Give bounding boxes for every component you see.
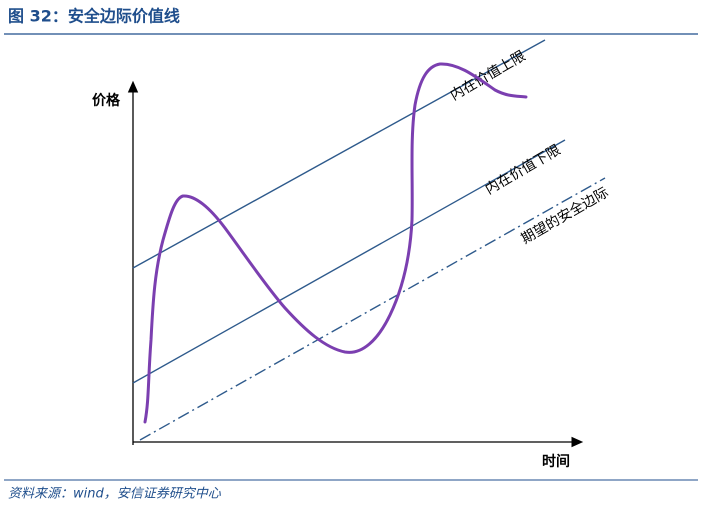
x-axis-label: 时间 xyxy=(542,453,570,470)
price-curve xyxy=(143,62,528,424)
lower-line xyxy=(132,139,566,384)
margin-line xyxy=(139,177,606,441)
figure-title: 图 32：安全边际价值线 xyxy=(8,7,180,26)
source-note: 资料来源：wind，安信证券研究中心 xyxy=(8,486,222,502)
lower-label: 内在价值下限 xyxy=(483,142,564,198)
y-axis-label: 价格 xyxy=(92,92,121,109)
margin-label: 期望的安全边际 xyxy=(518,184,611,248)
